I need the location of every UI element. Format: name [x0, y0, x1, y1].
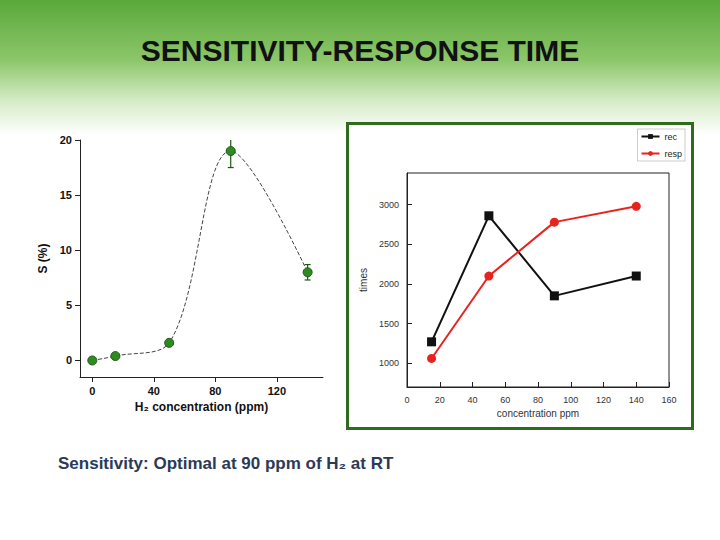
svg-text:120: 120	[268, 385, 286, 397]
svg-text:concentration ppm: concentration ppm	[497, 408, 579, 419]
svg-text:H₂ concentration (ppm): H₂ concentration (ppm)	[135, 400, 268, 414]
svg-text:160: 160	[661, 395, 676, 405]
svg-text:1000: 1000	[379, 358, 399, 368]
svg-text:5: 5	[66, 299, 72, 311]
svg-text:120: 120	[596, 395, 611, 405]
html-text:SENSITIVITY-RESPONSE TIME: SENSITIVITY-RESPONSE TIME	[140, 34, 580, 67]
svg-text:40: 40	[148, 385, 160, 397]
svg-text:0: 0	[404, 395, 409, 405]
svg-text:0: 0	[89, 385, 95, 397]
svg-text:40: 40	[467, 395, 477, 405]
svg-text:80: 80	[209, 385, 221, 397]
svg-text:2000: 2000	[379, 279, 399, 289]
svg-text:20: 20	[435, 395, 445, 405]
svg-text:1500: 1500	[379, 319, 399, 329]
svg-text:2500: 2500	[379, 239, 399, 249]
svg-text:10: 10	[60, 244, 72, 256]
svg-text:times: times	[358, 268, 369, 292]
svg-text:60: 60	[500, 395, 510, 405]
svg-text:20: 20	[60, 134, 72, 146]
svg-text:0: 0	[66, 354, 72, 366]
svg-text:3000: 3000	[379, 200, 399, 210]
svg-text:80: 80	[533, 395, 543, 405]
svg-text:100: 100	[563, 395, 578, 405]
svg-text:15: 15	[60, 189, 72, 201]
svg-text:rec: rec	[664, 132, 677, 142]
svg-text:resp: resp	[664, 149, 682, 159]
svg-text:S (%): S (%)	[36, 243, 50, 273]
html-text:Sensitivity: Optimal at 90 ppm: Sensitivity: Optimal at 90 ppm of H₂ at …	[58, 454, 394, 473]
svg-text:140: 140	[629, 395, 644, 405]
